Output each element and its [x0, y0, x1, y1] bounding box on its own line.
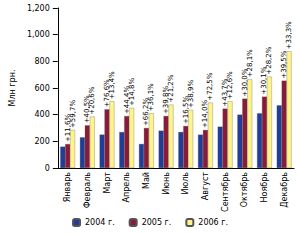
svg-text:2006 г.: 2006 г. [198, 218, 228, 227]
svg-text:Октябрь: Октябрь [240, 172, 249, 208]
svg-text:2005 г.: 2005 г. [142, 218, 172, 227]
svg-text:Декабрь: Декабрь [280, 172, 289, 208]
svg-text:Млн грн.: Млн грн. [8, 70, 17, 107]
svg-text:+30,1%: +30,1% [260, 66, 269, 95]
svg-text:+21,2%: +21,2% [167, 74, 175, 102]
svg-text:Сентябрь: Сентябрь [221, 172, 230, 212]
svg-text:+14,8%: +14,8% [128, 78, 136, 106]
svg-text:Январь: Январь [63, 172, 72, 202]
svg-text:Август: Август [201, 172, 210, 201]
svg-text:Ноябрь: Ноябрь [260, 172, 269, 203]
svg-text:+12,6%: +12,6% [226, 71, 234, 99]
svg-text:+59,7%: +59,7% [69, 100, 77, 128]
svg-text:400: 400 [35, 110, 50, 119]
svg-text:+16,5%: +16,5% [181, 95, 190, 124]
svg-text:+30,0%: +30,0% [240, 68, 249, 97]
svg-text:Май: Май [142, 172, 151, 189]
svg-text:+20,6%: +20,6% [88, 86, 96, 114]
svg-text:+13,4%: +13,4% [108, 71, 116, 99]
svg-text:+38,9%: +38,9% [187, 80, 195, 108]
svg-text:1,200: 1,200 [27, 4, 50, 13]
svg-text:Февраль: Февраль [83, 172, 92, 209]
svg-text:200: 200 [35, 137, 50, 146]
svg-text:1,000: 1,000 [27, 30, 50, 39]
svg-text:800: 800 [35, 57, 50, 66]
svg-text:+72,5%: +72,5% [206, 72, 214, 100]
svg-text:600: 600 [35, 84, 50, 93]
svg-text:+28,2%: +28,2% [265, 46, 273, 74]
svg-text:Март: Март [103, 172, 112, 194]
svg-text:Июль: Июль [181, 172, 190, 195]
svg-text:Апрель: Апрель [122, 172, 131, 203]
svg-text:+39,5%: +39,5% [280, 50, 288, 78]
svg-text:+14,0%: +14,0% [201, 100, 209, 128]
svg-text:+33,3%: +33,3% [285, 21, 293, 49]
svg-text:+28,1%: +28,1% [246, 49, 254, 77]
svg-text:0: 0 [45, 164, 50, 173]
svg-text:Июнь: Июнь [162, 172, 171, 195]
svg-text:2004 г.: 2004 г. [85, 218, 115, 227]
svg-text:+36,1%: +36,1% [147, 83, 155, 111]
